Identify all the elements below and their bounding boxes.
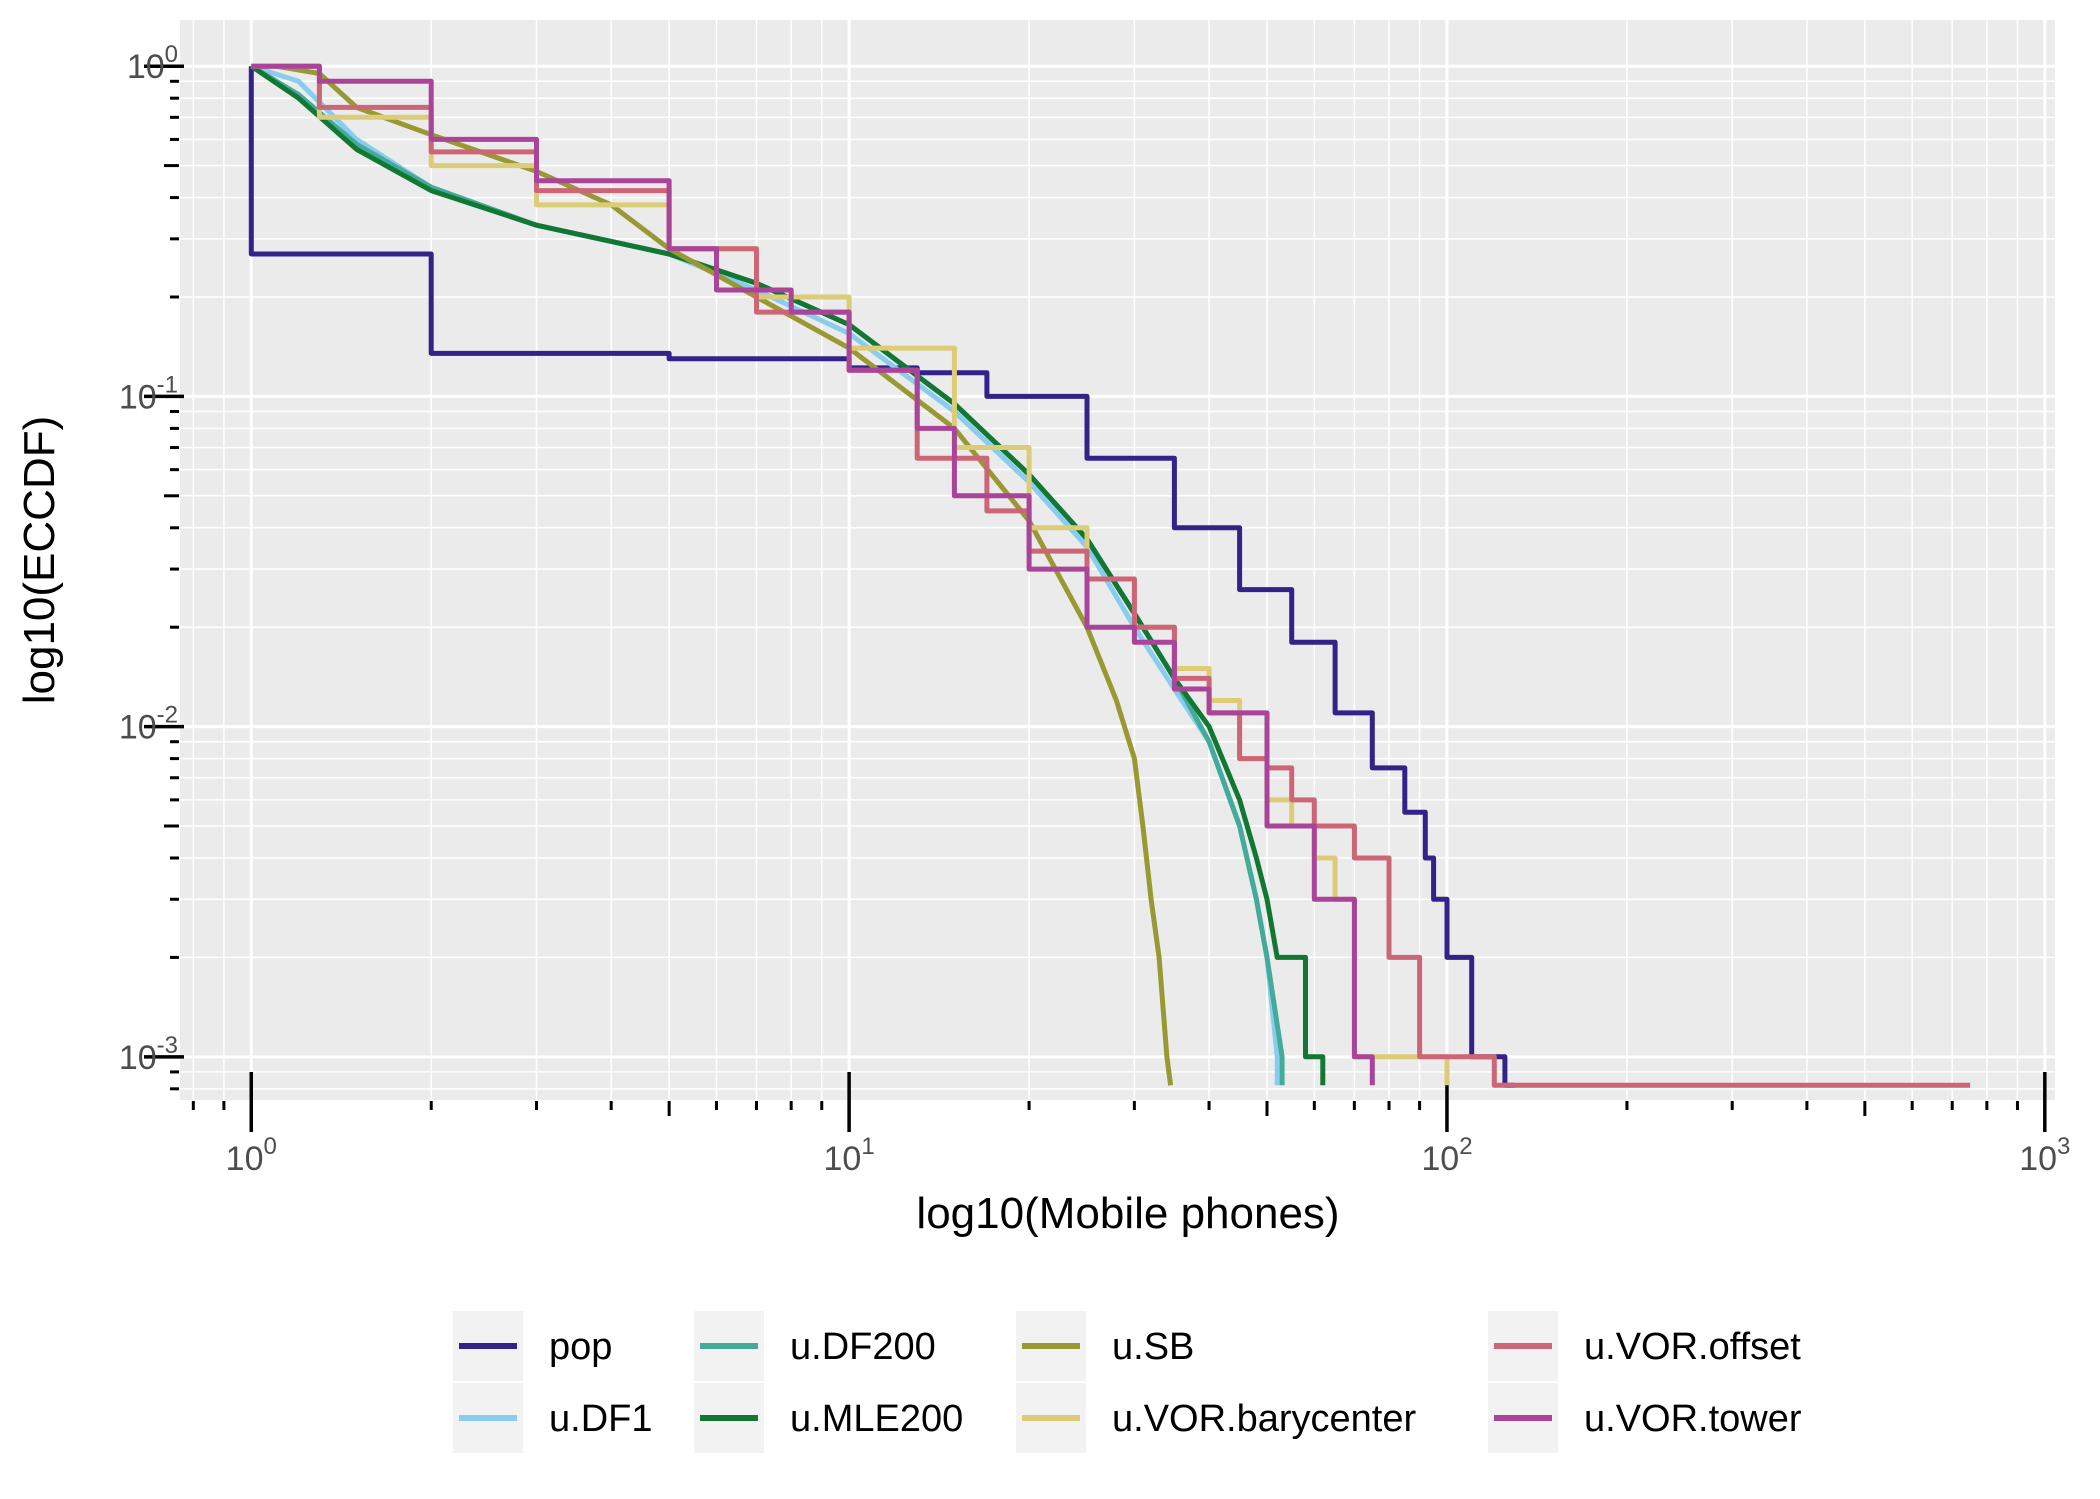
y-tick-label: 10-1 [119, 371, 178, 416]
legend-label: pop [549, 1326, 612, 1368]
x-tick-label: 102 [1421, 1133, 1472, 1178]
x-tick-label: 101 [824, 1133, 875, 1178]
series-line-u-vor-tower [251, 63, 1375, 1086]
series-layer [248, 63, 1971, 1088]
legend-label: u.SB [1112, 1326, 1194, 1368]
legend-label: u.MLE200 [790, 1398, 963, 1440]
y-tick-label: 10-3 [119, 1032, 178, 1077]
y-tick-label: 100 [127, 41, 178, 86]
legend: pop u.DF1 u.DF200 u.MLE200 u.SB u.VOR.barycen… [453, 1311, 1802, 1453]
legend-label: u.DF200 [790, 1326, 936, 1368]
x-tick-label: 103 [2019, 1133, 2070, 1178]
grid-layer [180, 20, 2055, 1100]
tick-layer [144, 64, 2047, 1132]
series-line-u-mle200 [249, 64, 1326, 1086]
legend-label: u.VOR.offset [1584, 1326, 1801, 1368]
legend-label: u.VOR.barycenter [1112, 1398, 1416, 1440]
y-tick-label: 10-2 [119, 702, 178, 747]
x-axis-title: log10(Mobile phones) [916, 1189, 1339, 1238]
y-axis-title: log10(ECCDF) [15, 416, 64, 705]
axis-label-layer: 100 101 102 103 100 10-1 10-2 10-3 [119, 41, 2071, 1178]
legend-label: u.VOR.tower [1584, 1398, 1802, 1440]
legend-label: u.DF1 [549, 1398, 652, 1440]
plot-panel [180, 20, 2055, 1100]
x-tick-label: 100 [226, 1133, 277, 1178]
